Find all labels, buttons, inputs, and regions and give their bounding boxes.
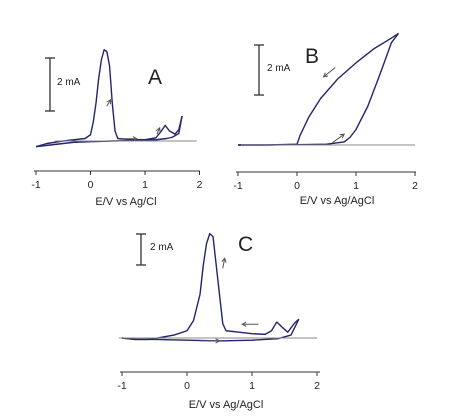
panel-c-curve-forward [121,232,300,341]
panel-b-curve-reverse [238,32,399,146]
panel-b-direction-arrow [332,133,345,144]
panel-b-direction-arrow [323,67,336,78]
panel-a-panel-label: A [148,66,162,89]
panel-a-scale-bar [45,57,55,112]
panel-b-arrows [322,67,346,144]
panel-c-x-axis-label: E/V vs Ag/AgCl [189,399,264,411]
panel-a-tick-label: 1 [142,179,148,191]
panel-c-tick-label: 2 [314,380,320,392]
panel-a: -1 0 1 2 E/V vs Ag/Cl 2 mA A [31,49,203,208]
panel-a-tick-label: 2 [197,179,203,191]
panel-b-arrow-head [322,72,329,78]
panel-c: -1 0 1 2 E/V vs Ag/AgCl 2 mA C [117,232,320,411]
panel-b-panel-label: B [305,45,319,68]
panel-a-scale-bar-label: 2 mA [57,77,81,88]
panel-a-arrows [106,98,161,142]
panel-a-tick-label: -1 [31,179,40,191]
panel-b-arrow-head [339,133,346,139]
panel-b-tick-label: 0 [294,180,300,192]
panel-b-tick-label: 1 [353,180,359,192]
panel-a-tick-label: 0 [88,179,94,191]
panel-c-tick-label: 1 [249,380,255,392]
panel-a-x-axis-label: E/V vs Ag/Cl [95,196,156,208]
panel-c-scale-bar [136,233,146,266]
panel-a-arrow-head [132,136,138,142]
panel-b: -1 0 1 2 E/V vs Ag/AgCl 2 mA B [233,32,418,207]
panel-b-scale-bar-label: 2 mA [267,63,291,74]
panel-a-curve-forward [35,49,183,148]
panel-c-scale-bar-label: 2 mA [150,242,174,253]
panel-c-arrow-head [215,338,221,344]
panel-c-direction-arrow [222,258,226,269]
panel-b-scale-bar [254,44,264,96]
panel-c-arrow-head [221,257,227,263]
panel-c-tick-label: -1 [117,380,126,392]
panel-a-direction-arrow [156,127,161,135]
panel-a-arrow-head [106,98,112,105]
panel-c-arrow-head [241,321,247,327]
panel-a-arrow-head [155,126,161,133]
panel-b-x-axis-label: E/V vs Ag/AgCl [300,195,375,207]
panel-c-arrows [200,257,259,344]
panel-b-tick-label: -1 [233,180,242,192]
panel-b-tick-label: 2 [412,180,418,192]
panel-c-panel-label: C [238,233,253,256]
panel-c-tick-label: 0 [184,380,190,392]
panel-a-direction-arrow [106,99,112,107]
